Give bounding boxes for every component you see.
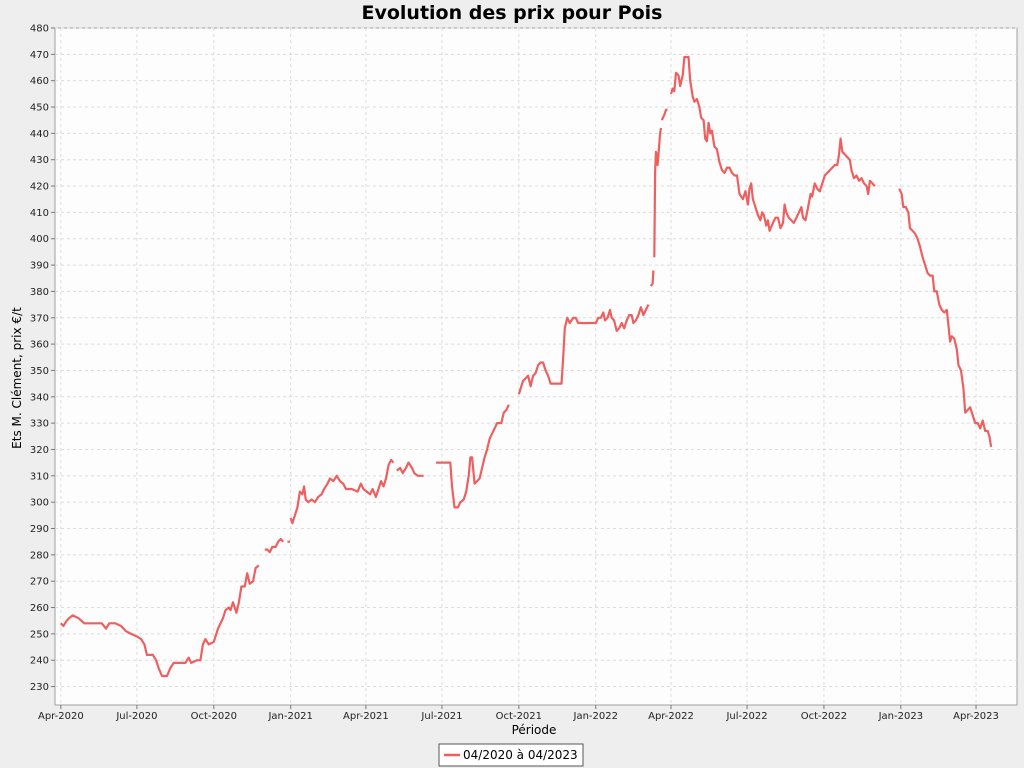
legend: 04/2020 à 04/2023 <box>438 743 584 767</box>
x-axis-ticks: Apr-2020 Jul-2020 Oct-2020 Jan-2021 Apr-2021… <box>38 705 999 722</box>
y-tick-label: 350 <box>30 366 49 377</box>
x-tick-label: Apr-2020 <box>38 711 84 722</box>
series-segment <box>396 461 424 477</box>
y-tick-label: 250 <box>30 629 49 640</box>
x-tick-label: Apr-2023 <box>953 711 999 722</box>
y-tick-label: 390 <box>30 261 49 272</box>
series-segment <box>660 108 668 121</box>
series-line <box>60 55 993 678</box>
y-tick-label: 400 <box>30 234 49 245</box>
y-tick-label: 340 <box>30 392 49 403</box>
legend-box <box>438 743 584 767</box>
series-segment <box>436 404 510 509</box>
series-segment <box>669 55 876 232</box>
y-tick-label: 280 <box>30 550 49 561</box>
series-segment <box>517 304 650 395</box>
x-axis-label: Période <box>512 723 557 737</box>
y-tick-label: 260 <box>30 603 49 614</box>
y-tick-label: 360 <box>30 340 49 351</box>
x-tick-label: Apr-2022 <box>648 711 694 722</box>
x-tick-label: Jan-2021 <box>267 711 312 722</box>
legend-entry: 04/2020 à 04/2023 <box>463 748 578 762</box>
y-tick-label: 430 <box>30 155 49 166</box>
y-tick-label: 310 <box>30 471 49 482</box>
series-segment <box>264 537 285 554</box>
y-tick-label: 330 <box>30 419 49 430</box>
y-tick-label: 370 <box>30 313 49 324</box>
grid-lines <box>55 27 1017 705</box>
x-tick-label: Apr-2021 <box>343 711 389 722</box>
y-tick-label: 380 <box>30 287 49 298</box>
y-tick-label: 270 <box>30 577 49 588</box>
series-segment <box>60 564 260 678</box>
y-tick-label: 420 <box>30 182 49 193</box>
y-tick-label: 440 <box>30 129 49 140</box>
y-axis-label: Ets M. Clément, prix €/t <box>10 307 24 449</box>
plot-area <box>54 27 1018 706</box>
x-tick-label: Jul-2020 <box>115 711 157 722</box>
x-tick-label: Jul-2021 <box>420 711 462 722</box>
y-tick-label: 460 <box>30 76 49 87</box>
x-tick-label: Oct-2020 <box>191 711 237 722</box>
x-tick-label: Oct-2022 <box>801 711 847 722</box>
x-tick-label: Jul-2022 <box>725 711 767 722</box>
chart-title: Evolution des prix pour Pois <box>362 2 663 24</box>
y-tick-label: 240 <box>30 656 49 667</box>
y-axis-ticks: 230 240 250 260 270 280 290 300 310 320 330 340 350 3… <box>30 24 55 693</box>
y-tick-label: 450 <box>30 103 49 114</box>
y-tick-label: 470 <box>30 50 49 61</box>
y-tick-label: 320 <box>30 445 49 456</box>
y-tick-label: 410 <box>30 208 49 219</box>
y-tick-label: 290 <box>30 524 49 535</box>
series-segment <box>653 127 663 258</box>
series-segment <box>898 188 993 447</box>
x-tick-label: Jan-2023 <box>878 711 923 722</box>
y-tick-label: 480 <box>30 24 49 35</box>
series-segment <box>289 458 395 525</box>
y-tick-label: 300 <box>30 498 49 509</box>
series-segment <box>649 270 655 287</box>
x-tick-label: Oct-2021 <box>496 711 542 722</box>
x-tick-label: Jan-2022 <box>573 711 618 722</box>
y-tick-label: 230 <box>30 682 49 693</box>
